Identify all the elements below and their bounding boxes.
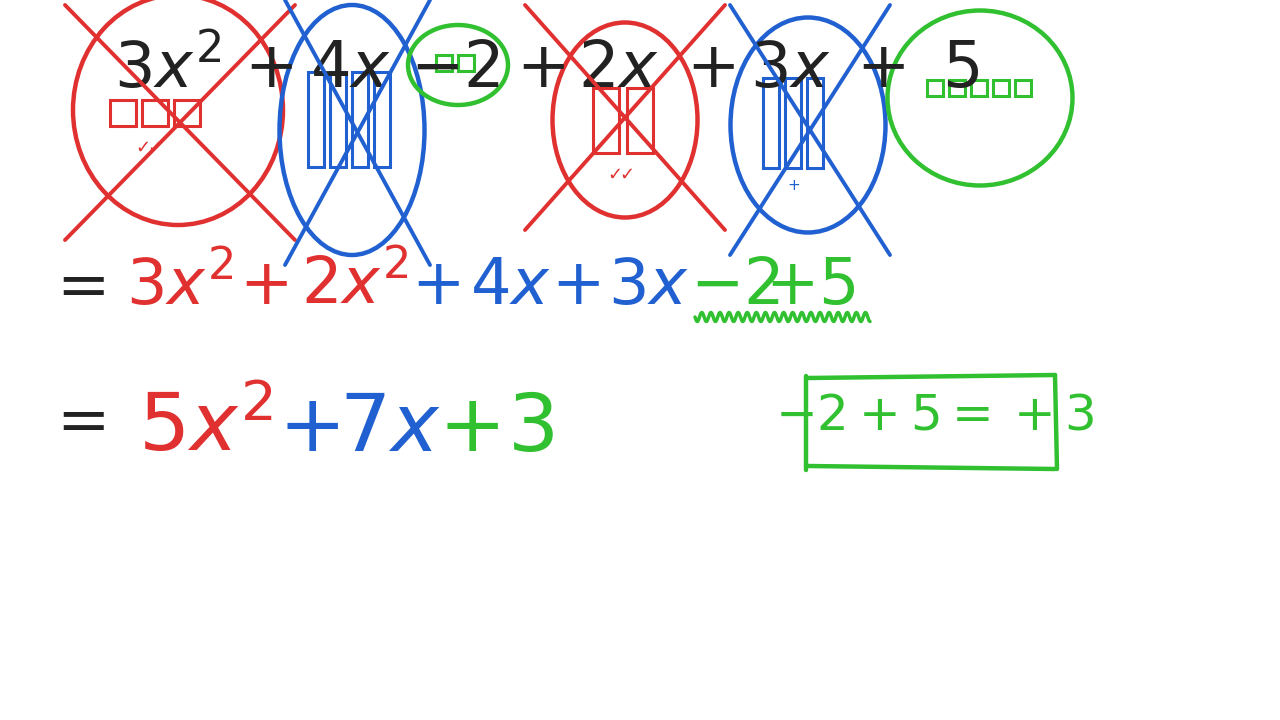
Bar: [110, 100, 136, 126]
Bar: [806, 78, 823, 168]
Text: $3x$: $3x$: [750, 38, 831, 100]
Text: $-2$: $-2$: [410, 38, 500, 100]
Text: $+$: $+$: [238, 255, 288, 317]
Bar: [993, 80, 1009, 96]
Text: $\checkmark\!\checkmark$: $\checkmark\!\checkmark$: [134, 138, 161, 156]
Bar: [374, 72, 390, 167]
Bar: [763, 78, 780, 168]
Text: $\checkmark\!\checkmark$: $\checkmark\!\checkmark$: [607, 165, 634, 183]
Bar: [174, 100, 200, 126]
Text: $+$: $+$: [411, 255, 460, 317]
Bar: [785, 78, 801, 168]
Text: $2x^2$: $2x^2$: [301, 255, 408, 317]
Text: $+$: $+$: [686, 38, 735, 100]
Text: $+$: $+$: [516, 38, 564, 100]
Text: $=$: $=$: [45, 390, 105, 452]
Bar: [352, 72, 369, 167]
Bar: [458, 55, 474, 71]
Bar: [436, 55, 452, 71]
Text: $+5$: $+5$: [764, 255, 855, 317]
Text: $-2$: $-2$: [690, 255, 780, 317]
Bar: [972, 80, 987, 96]
Text: $=$: $=$: [45, 255, 105, 317]
Bar: [627, 88, 653, 153]
Text: $3$: $3$: [507, 390, 553, 468]
Text: $4x$: $4x$: [310, 38, 390, 100]
Bar: [927, 80, 943, 96]
Text: $+$: $+$: [243, 38, 292, 100]
Bar: [308, 72, 324, 167]
Bar: [593, 88, 620, 153]
Text: $5$: $5$: [942, 38, 978, 100]
Bar: [330, 72, 346, 167]
Text: $3x^2$: $3x^2$: [114, 38, 221, 101]
Text: $7x$: $7x$: [339, 390, 440, 468]
Text: $+$: $+$: [550, 255, 599, 317]
Text: $3x^2$: $3x^2$: [127, 255, 234, 318]
Text: $2x$: $2x$: [577, 38, 658, 100]
Bar: [948, 80, 965, 96]
Text: $5x^2$: $5x^2$: [138, 390, 273, 468]
Bar: [142, 100, 168, 126]
Text: $+$: $+$: [438, 390, 498, 468]
Text: $4x$: $4x$: [470, 255, 550, 317]
Text: $+$: $+$: [787, 178, 800, 193]
Text: $3x$: $3x$: [608, 255, 689, 317]
Text: $-2+5=+3$: $-2+5=+3$: [774, 392, 1094, 440]
Text: $+$: $+$: [855, 38, 905, 100]
Bar: [1015, 80, 1030, 96]
Text: $+$: $+$: [278, 390, 338, 468]
